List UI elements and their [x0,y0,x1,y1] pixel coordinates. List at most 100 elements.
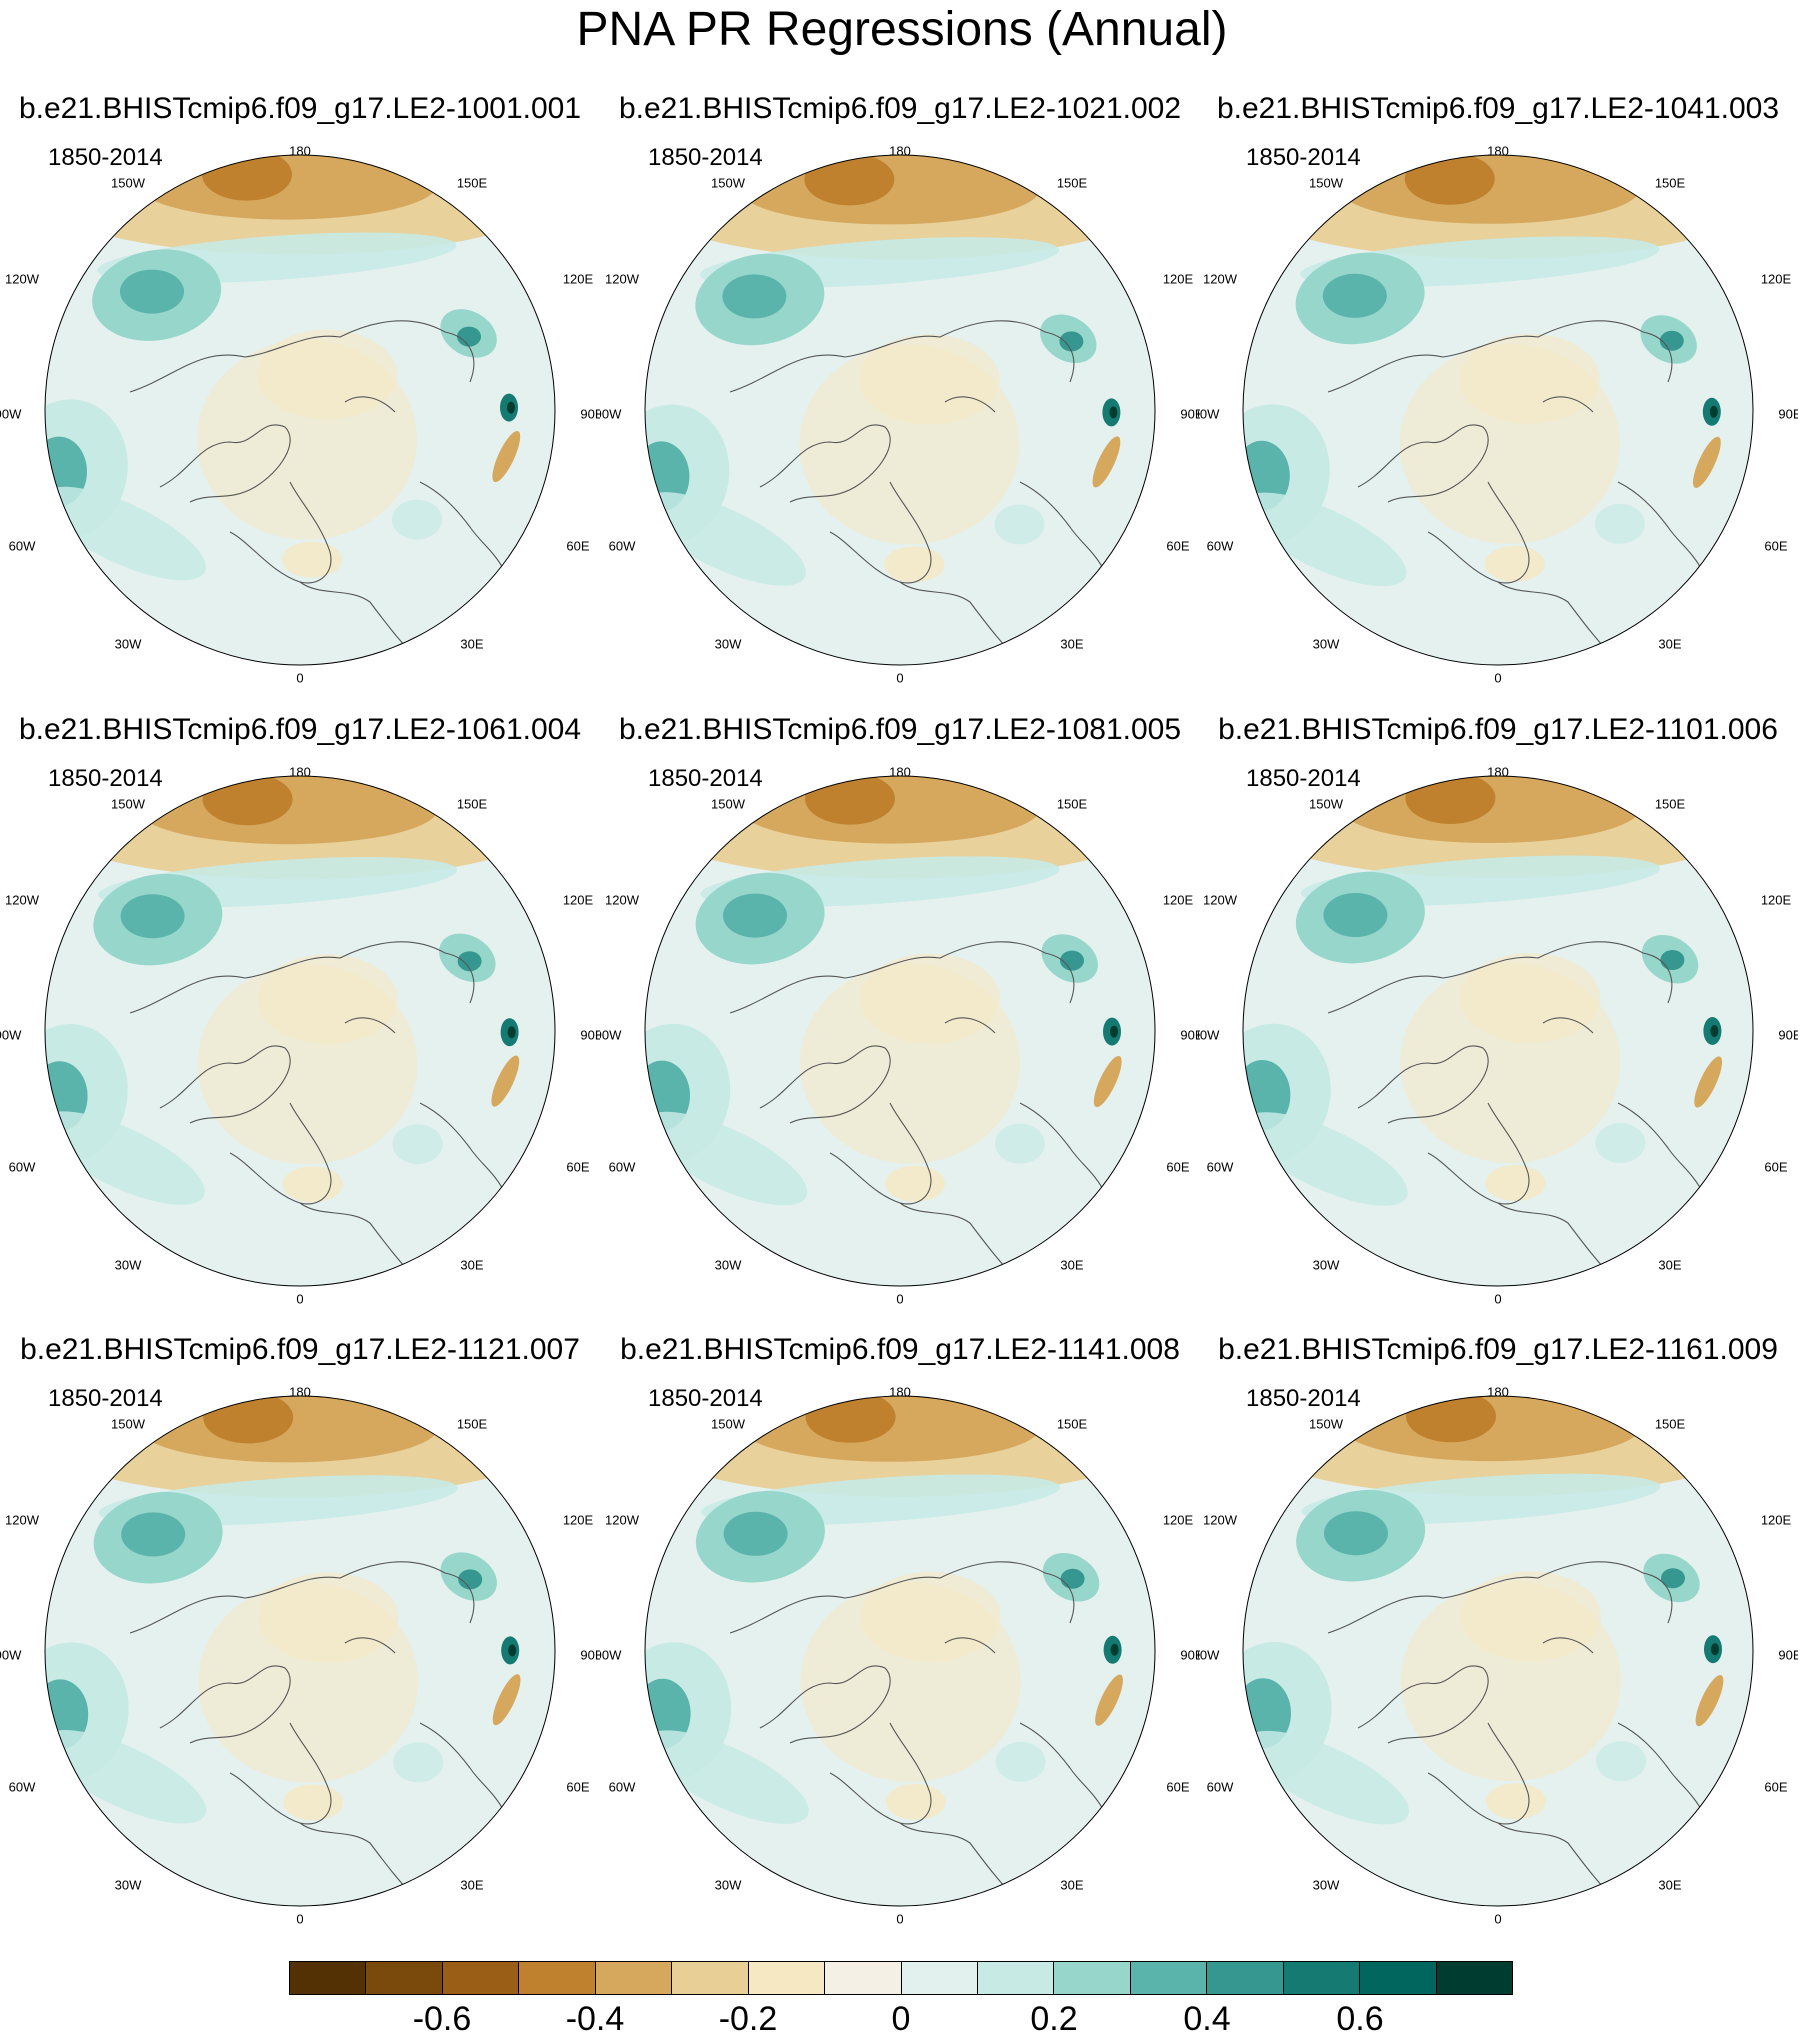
longitude-label: 150W [711,175,746,190]
precip-anomaly-region [1484,545,1545,582]
precip-anomaly-region [121,1512,186,1557]
longitude-label: 30E [1658,1877,1681,1892]
precip-anomaly-region [805,1396,896,1443]
longitude-label: 150E [457,1416,488,1431]
longitude-label: 0 [896,1291,903,1306]
coastline [1357,1045,1489,1124]
precip-anomaly-region [1485,1165,1546,1201]
map-border [44,154,556,666]
panel-period-label: 1850-2014 [48,1385,163,1412]
panel-period-label: 1850-2014 [648,765,763,792]
coastline [129,941,475,1014]
coastline [159,424,291,503]
coastline [889,481,932,584]
longitude-label: 0 [896,670,903,685]
precip-anomaly-region [457,951,482,972]
colorbar-tick-label: -0.4 [565,2000,625,2038]
panel-title: b.e21.BHISTcmip6.f09_g17.LE2-1141.008 [620,1333,1180,1366]
longitude-label: 120E [563,892,594,907]
longitude-label: 0 [896,1911,903,1926]
precip-anomaly-region [1596,1741,1646,1782]
colorbar-box [1207,1962,1284,1994]
map-panel: b.e21.BHISTcmip6.f09_g17.LE2-1121.007 185… [0,1333,600,1953]
longitude-label: 90E [580,1027,600,1042]
colorbar-tick-label: 0 [891,2000,911,2038]
panel-period-label: 1850-2014 [648,144,763,171]
colorbar-tick-label: -0.6 [412,2000,472,2038]
longitude-label: 90W [1198,406,1220,421]
precip-anomaly-region [258,1572,399,1663]
coastline [129,1561,475,1634]
coastline [759,1045,891,1124]
longitude-label: 90W [0,406,22,421]
longitude-label: 150W [111,796,146,811]
coastline [829,531,1021,663]
longitude-label: 60E [566,1779,589,1794]
longitude-label: 150W [111,175,146,190]
longitude-label: 120E [1761,892,1792,907]
colorbar-box [1283,1962,1361,1994]
longitude-label: 30W [115,1257,142,1272]
precip-anomaly-region [1324,1511,1388,1556]
coastline [289,1102,332,1205]
colorbar-box [901,1962,978,1994]
longitude-label: 90E [1180,1647,1200,1662]
precip-anomaly-region [1243,1730,1410,1825]
coastline [944,1017,996,1034]
precip-anomaly-region [723,893,787,938]
longitude-label: 60W [9,1779,36,1794]
precip-anomaly-region [645,1730,809,1824]
coastline [229,1772,421,1904]
longitude-label: 60W [1207,1159,1234,1174]
longitude-label: 60E [1166,538,1189,553]
precip-anomaly-region [120,269,184,314]
coastline [289,481,332,584]
longitude-label: 180 [1487,764,1509,779]
precip-anomaly-region [1110,1643,1119,1656]
coastline [1617,1722,1704,1814]
precip-anomaly-region [257,954,398,1045]
coastline [1327,1561,1673,1634]
colorbar-tick-label: -0.2 [718,2000,778,2038]
precip-anomaly-region [120,894,185,939]
colorbar-ticks: -0.6 -0.4 -0.2 0 0.2 0.4 0.6 [0,2000,1804,2042]
colorbar-box [1054,1962,1131,1994]
longitude-label: 150E [1057,1416,1088,1431]
colorbar-box [672,1962,749,1994]
panel-period-label: 1850-2014 [1246,144,1361,171]
precip-anomaly-region [805,776,895,825]
precip-anomaly-region [283,1784,344,1821]
precip-anomaly-region [1406,1396,1496,1443]
longitude-label: 120W [1203,271,1238,286]
precip-anomaly-region [507,401,515,414]
longitude-label: 180 [889,143,911,158]
polar-map: 180 150W 150E 120W 120E 90W 90E 60W 60E 30W 30E 0 [0,143,600,685]
coastline [1019,1102,1106,1194]
longitude-label: 120W [605,892,640,907]
coastline [229,531,421,663]
longitude-label: 150E [1057,796,1088,811]
precip-anomaly-region [1660,950,1685,970]
colorbar-box [290,1962,367,1994]
coastline [889,1722,932,1825]
colorbar-box [366,1962,443,1994]
longitude-label: 0 [296,1291,303,1306]
panel-title: b.e21.BHISTcmip6.f09_g17.LE2-1041.003 [1216,92,1780,125]
coastline [1487,1102,1530,1205]
colorbar-tick-label: 0.4 [1183,2000,1231,2038]
longitude-label: 120E [1163,892,1194,907]
longitude-label: 150E [457,175,488,190]
longitude-label: 30W [715,1877,742,1892]
longitude-label: 90E [1180,406,1200,421]
precip-anomaly-region [45,486,206,581]
panel-title: b.e21.BHISTcmip6.f09_g17.LE2-1061.004 [18,713,582,746]
longitude-label: 30E [1060,1877,1083,1892]
longitude-label: 90E [1778,406,1798,421]
coastline [944,396,996,413]
precip-anomaly-region [1595,1123,1646,1163]
longitude-label: 30W [115,636,142,651]
map-panel: b.e21.BHISTcmip6.f09_g17.LE2-1021.002 185… [600,92,1200,712]
coastline [419,1102,506,1194]
longitude-label: 90W [600,406,622,421]
precip-anomaly-region [885,1165,945,1202]
